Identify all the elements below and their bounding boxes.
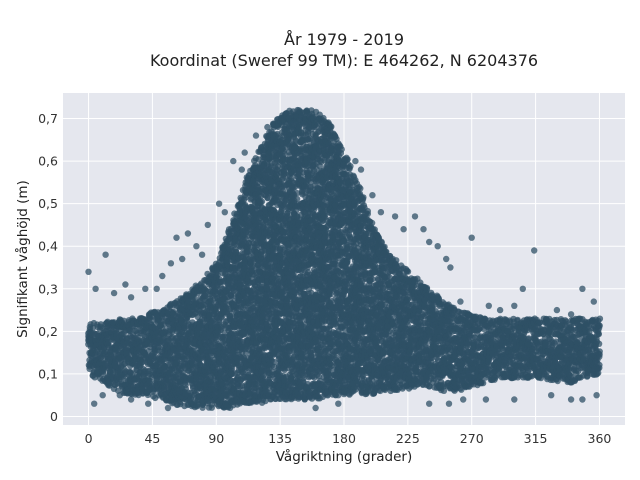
data-point bbox=[258, 198, 266, 205]
chart-title: År 1979 - 2019 bbox=[284, 30, 404, 49]
chart-subtitle: Koordinat (Sweref 99 TM): E 464262, N 62… bbox=[150, 51, 538, 70]
data-point bbox=[144, 391, 152, 399]
data-points bbox=[85, 106, 604, 412]
